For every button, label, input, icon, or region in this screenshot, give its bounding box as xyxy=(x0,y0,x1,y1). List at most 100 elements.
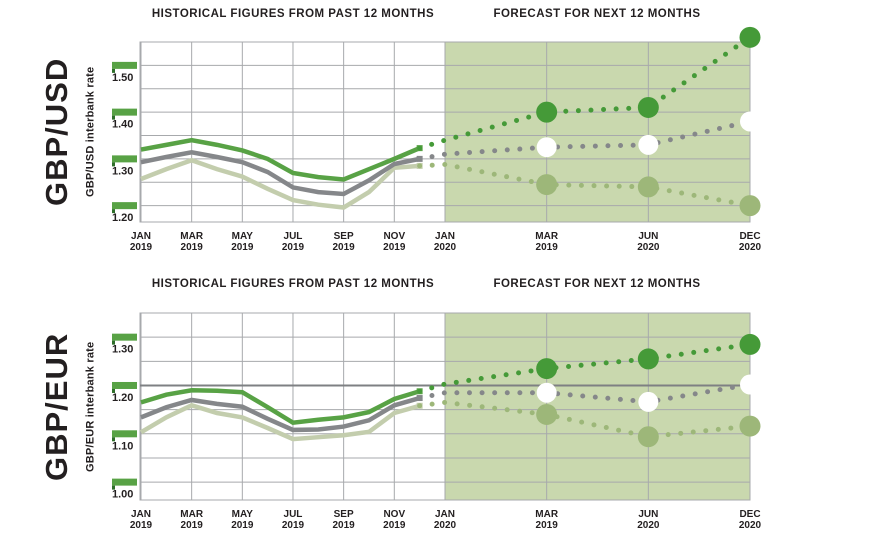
x-tick-label-year: 2020 xyxy=(434,520,457,531)
forecast-point-lower xyxy=(637,176,659,198)
y-tick-notch xyxy=(112,437,115,442)
forecast-point-mid xyxy=(638,391,659,412)
x-tick-label-month: DEC xyxy=(739,231,760,242)
x-tick-label-month: JUN xyxy=(638,509,658,520)
forecast-heading: FORECAST FOR NEXT 12 MONTHS xyxy=(493,8,701,20)
historical-heading: HISTORICAL FIGURES FROM PAST 12 MONTHS xyxy=(151,8,435,20)
x-tick-label-month: JAN xyxy=(435,231,455,242)
x-tick-label-year: 2020 xyxy=(434,242,457,253)
x-tick-label-year: 2020 xyxy=(739,520,762,531)
x-tick-label-month: NOV xyxy=(383,509,405,520)
y-tick-notch xyxy=(112,115,115,120)
y-tick-notch xyxy=(112,340,115,345)
x-tick-label-year: 2019 xyxy=(282,520,305,531)
y-tick-label: 1.20 xyxy=(112,392,133,404)
forecast-point-mid xyxy=(740,111,760,132)
forecast-point-lower xyxy=(739,415,761,437)
plot-border xyxy=(139,312,751,501)
forecast-point-upper xyxy=(739,26,761,48)
x-tick-label-year: 2019 xyxy=(333,242,356,253)
gbpusd-chart-block: GBP/USD GBP/USD interbank rate HISTORICA… xyxy=(39,8,762,253)
forecast-point-mid xyxy=(740,374,760,395)
forecast-region xyxy=(445,42,750,222)
x-tick-label-year: 2020 xyxy=(637,520,660,531)
y-tick-label: 1.30 xyxy=(112,165,133,177)
x-tick-label-month: JUN xyxy=(638,231,658,242)
x-tick-label-year: 2020 xyxy=(637,242,660,253)
y-tick-label: 1.00 xyxy=(112,489,133,501)
x-tick-label-month: MAR xyxy=(535,509,559,520)
y-tick-label: 1.20 xyxy=(112,212,133,224)
x-tick-label-month: DEC xyxy=(739,509,760,520)
x-tick-label-month: JAN xyxy=(131,231,151,242)
gbpeur-chart-block: GBP/EUR GBP/EUR interbank rate HISTORICA… xyxy=(0,270,876,540)
historical-line-lower xyxy=(140,157,420,210)
historical-line-upper xyxy=(140,137,421,182)
historical-line-upper xyxy=(140,388,421,426)
x-tick-label-year: 2019 xyxy=(130,520,153,531)
y-tick-notch xyxy=(112,68,115,73)
x-tick-label-month: MAY xyxy=(232,509,254,520)
forecast-point-mid xyxy=(536,382,557,403)
forecast-point-lower xyxy=(536,403,558,425)
x-tick-label-year: 2019 xyxy=(536,520,559,531)
forecast-point-upper xyxy=(739,333,761,355)
forecast-point-upper xyxy=(637,96,659,118)
x-tick-label-month: SEP xyxy=(334,231,354,242)
historical-line-lower xyxy=(139,402,421,442)
forecast-point-lower xyxy=(637,426,659,448)
y-tick-notch xyxy=(112,209,115,214)
y-tick-label: 1.30 xyxy=(112,344,133,356)
forecast-point-upper xyxy=(637,348,659,370)
x-tick-label-year: 2019 xyxy=(383,242,406,253)
y-tick-notch xyxy=(112,162,115,167)
y-tick-bar xyxy=(112,155,137,163)
plot-border xyxy=(139,41,751,223)
forecast-point-upper xyxy=(536,101,558,123)
y-tick-notch xyxy=(112,485,115,490)
x-tick-label-month: NOV xyxy=(383,231,405,242)
forecast-point-lower xyxy=(739,195,761,217)
y-tick-bar xyxy=(112,333,137,341)
gbpeur-plot: 1.301.201.101.00JAN2019MAR2019MAY2019JUL… xyxy=(112,312,762,531)
x-tick-label-month: JAN xyxy=(131,509,151,520)
x-tick-label-month: MAR xyxy=(180,509,204,520)
y-tick-bar xyxy=(112,381,137,389)
forecast-point-upper xyxy=(536,358,558,380)
y-tick-label: 1.10 xyxy=(112,440,133,452)
gbpusd-plot: 1.501.401.301.20JAN2019MAR2019MAY2019JUL… xyxy=(112,26,762,253)
y-tick-bar xyxy=(112,108,137,116)
forecast-dotted-line-upper xyxy=(417,34,753,151)
x-tick-label-year: 2019 xyxy=(130,242,153,253)
forecast-heading: FORECAST FOR NEXT 12 MONTHS xyxy=(493,278,701,290)
x-tick-label-year: 2019 xyxy=(282,242,305,253)
y-tick-bar xyxy=(112,430,137,438)
y-tick-label: 1.50 xyxy=(112,72,133,84)
x-tick-label-year: 2019 xyxy=(181,520,204,531)
y-tick-bar xyxy=(112,202,137,210)
y-tick-notch xyxy=(112,388,115,393)
x-tick-label-year: 2019 xyxy=(333,520,356,531)
y-tick-bar xyxy=(112,61,137,69)
y-tick-label: 1.40 xyxy=(112,119,133,131)
forecast-dotted-line-lower xyxy=(417,161,753,209)
x-tick-label-month: MAR xyxy=(535,231,559,242)
forecast-point-mid xyxy=(536,137,557,158)
x-tick-label-year: 2019 xyxy=(383,520,406,531)
x-tick-label-month: JUL xyxy=(284,509,303,520)
x-tick-label-year: 2019 xyxy=(231,520,254,531)
x-tick-label-year: 2019 xyxy=(181,242,204,253)
x-tick-label-month: JAN xyxy=(435,509,455,520)
forecast-region xyxy=(445,313,750,500)
historical-heading: HISTORICAL FIGURES FROM PAST 12 MONTHS xyxy=(151,278,435,290)
historical-line-mid xyxy=(140,150,421,197)
x-tick-label-year: 2019 xyxy=(231,242,254,253)
x-tick-label-year: 2019 xyxy=(536,242,559,253)
x-tick-label-month: JUL xyxy=(284,231,303,242)
y-tick-bar xyxy=(112,478,137,486)
x-tick-label-month: MAY xyxy=(232,231,254,242)
forecast-point-mid xyxy=(638,134,659,155)
x-tick-label-month: SEP xyxy=(334,509,354,520)
forecast-point-lower xyxy=(536,174,558,196)
